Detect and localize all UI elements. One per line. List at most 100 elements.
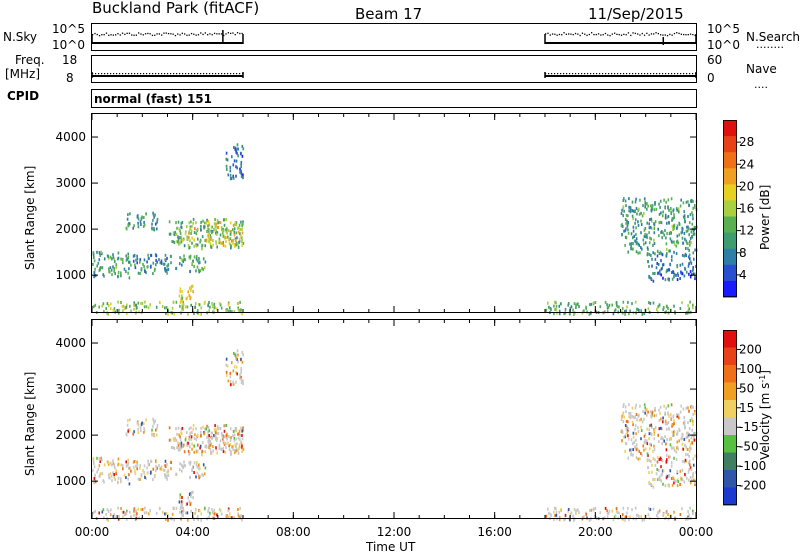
power-cell [143,268,146,272]
velocity-cell [661,442,663,446]
power-cell [147,256,150,260]
velocity-cell [112,514,115,518]
colorbar-swatch [723,452,737,471]
power-cell [692,251,695,255]
power-cell [235,174,237,178]
sky-dot [604,32,607,35]
colorbar-swatch [723,347,737,366]
power-cell [214,228,217,232]
velocity-cell [592,507,595,511]
power-cell [548,305,550,309]
power-cell [218,239,221,243]
velocity-cell [668,474,671,478]
velocity-cell [639,404,641,408]
power-cell [196,265,199,269]
sky-dot [600,34,602,36]
power-cell [180,235,183,239]
power-cell [109,266,112,270]
velocity-cell [646,442,649,446]
power-cell [136,257,139,261]
power-cell [177,220,180,224]
power-cell [681,230,683,234]
power-cell [225,228,228,232]
sky-dot [230,32,232,35]
velocity-cell [194,433,196,437]
nave-dot [98,73,100,75]
velocity-cell [189,475,191,479]
power-cell [212,239,214,243]
power-cell [650,209,653,213]
power-cell [132,226,134,230]
nave-dot [692,73,694,75]
velocity-cell [666,438,668,442]
velocity-cell [635,456,638,460]
velocity-cell [93,462,95,465]
power-cell [643,211,645,215]
velocity-cell [107,510,110,513]
velocity-cell [673,478,676,482]
velocity-cell [632,423,634,427]
velocity-cell [202,474,204,478]
colorbar-swatch [723,120,737,137]
nave-dot [608,73,610,75]
sky-dot [241,32,243,35]
power-cell [190,229,193,233]
velocity-cell [168,438,171,442]
velocity-cell [235,449,237,453]
power-cell [147,253,149,257]
power-cell [232,174,234,178]
power-cell [207,233,209,237]
power-cell [676,239,679,243]
power-cell [547,301,549,305]
velocity-cell [658,509,661,513]
power-cell [620,224,623,228]
power-cell [627,214,629,218]
velocity-cell [140,429,142,432]
velocity-cell [625,427,627,431]
power-cell [233,230,236,234]
power-cell [219,233,222,237]
velocity-cell [94,509,97,513]
velocity-cell [235,427,238,431]
velocity-cell [190,435,193,439]
velocity-cell [237,451,240,455]
nave-tick-top: 60 [707,53,722,67]
velocity-cell [626,430,629,434]
velocity-cell [631,406,634,410]
power-cell [241,238,243,242]
velocity-cell [117,517,120,521]
velocity-cell [226,373,228,377]
velocity-cell [208,440,211,443]
nave-dot [560,73,562,75]
velocity-cell [127,463,129,467]
velocity-cell [235,445,237,448]
velocity-cell [93,465,96,469]
velocity-cell [630,438,633,442]
velocity-cell [186,431,188,435]
power-cell [692,306,694,310]
power-cell [687,255,690,259]
power-cell [225,151,228,155]
power-cell [92,253,95,256]
power-cell [106,302,109,306]
power-cell [179,304,181,308]
power-cell [630,242,633,245]
velocity-cell [608,509,611,513]
velocity-cell [227,435,230,438]
sky-dot [574,32,577,35]
power-cell [235,223,238,227]
velocity-cell [667,412,669,416]
velocity-cell [652,457,654,461]
power-cell [236,236,238,240]
velocity-cell [179,438,182,441]
power-cell [166,271,168,275]
velocity-cell [208,443,210,447]
velocity-cell [199,466,201,470]
power-cell [687,200,689,204]
velocity-cell [141,508,144,511]
velocity-cell [139,426,142,430]
power-cell [204,239,206,243]
power-cell [242,147,245,151]
velocity-cell [224,434,227,438]
power-cell [175,300,178,304]
